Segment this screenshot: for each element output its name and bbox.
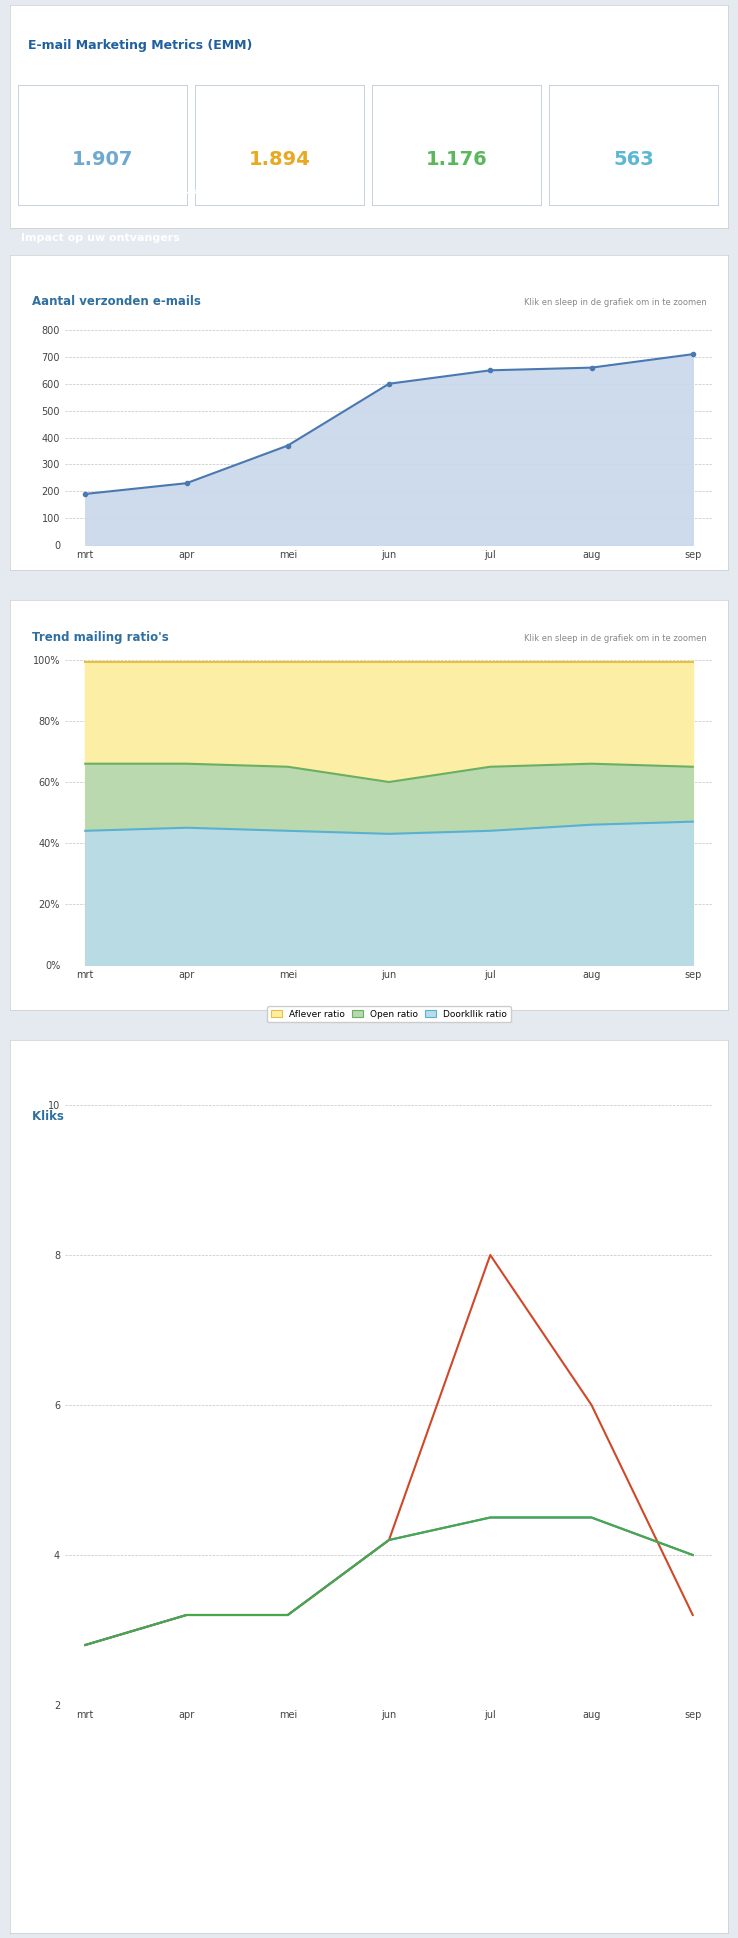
Text: 99,3%: 99,3% [328,8,353,17]
Text: Klik en sleep in de grafiek om in te zoomen: Klik en sleep in de grafiek om in te zoo… [524,298,706,308]
Text: Klik en sleep in de grafiek om in te zoomen: Klik en sleep in de grafiek om in te zoo… [524,634,706,643]
Legend: Aflever ratio, Open ratio, Doorkllik ratio: Aflever ratio, Open ratio, Doorkllik rat… [267,1006,511,1023]
Text: Verzonden: Verzonden [32,8,86,17]
Text: Impact op derden (viraal effect): Impact op derden (viraal effect) [21,190,221,200]
Text: Impact op uw ontvangers: Impact op uw ontvangers [21,233,179,242]
Text: Geaccept.: Geaccept. [209,8,259,17]
Text: 47,9%: 47,9% [682,8,706,17]
Text: Kliks social shares & e-mail forwards: Kliks social shares & e-mail forwards [32,1110,277,1124]
Text: 1.907: 1.907 [72,149,133,169]
Text: 1.894: 1.894 [249,149,311,169]
Text: Geopend: Geopend [385,8,430,17]
Text: 100%: 100% [153,8,174,17]
Text: 1.176: 1.176 [426,149,487,169]
Text: Metrics totaal: Metrics totaal [21,16,108,25]
Text: Trend mailing ratio's: Trend mailing ratio's [32,632,168,643]
Text: Klik en sleep in de grafiek om in te zoomen: Klik en sleep in de grafiek om in te zoo… [524,1112,706,1122]
Text: 563: 563 [613,149,654,169]
Text: E-mail Marketing Metrics (EMM): E-mail Marketing Metrics (EMM) [28,39,252,52]
Text: 62,1%: 62,1% [506,8,529,17]
Text: Aantal verzonden e-mails: Aantal verzonden e-mails [32,295,201,308]
Text: Doorgeklikt: Doorgeklikt [562,8,622,17]
